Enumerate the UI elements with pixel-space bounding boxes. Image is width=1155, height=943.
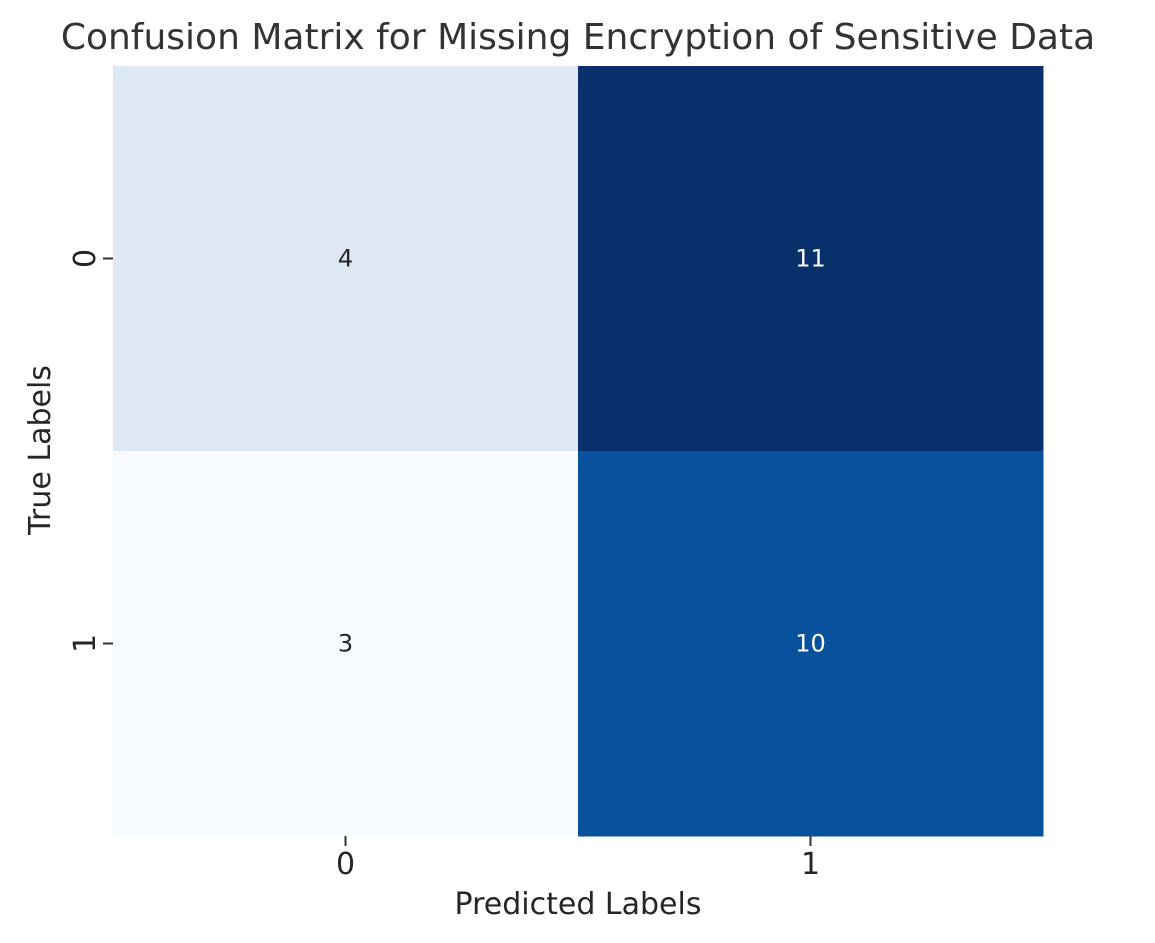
x-tick-label-0: 0 — [336, 847, 355, 882]
x-axis-label: Predicted Labels — [455, 887, 702, 922]
cell-value-label-1-0: 3 — [338, 630, 353, 658]
heatmap-cell-1-1 — [578, 451, 1044, 837]
cell-value-label-0-1: 11 — [795, 245, 826, 273]
y-axis-ticks: 01 — [68, 249, 113, 653]
heatmap-cell-0-1 — [578, 66, 1044, 452]
heatmap-cells — [113, 66, 1044, 837]
heatmap-cell-1-0 — [113, 451, 579, 837]
y-tick-label-1: 1 — [68, 634, 103, 653]
cell-value-label-1-1: 10 — [795, 630, 826, 658]
cell-value-label-0-0: 4 — [338, 245, 353, 273]
y-tick-label-0: 0 — [68, 249, 103, 268]
y-axis-label: True Labels — [23, 365, 58, 536]
chart-title: Confusion Matrix for Missing Encryption … — [61, 17, 1095, 58]
x-tick-label-1: 1 — [801, 847, 820, 882]
cell-annotations: 4 11 3 10 — [338, 245, 826, 658]
heatmap-cell-0-0 — [113, 66, 579, 452]
